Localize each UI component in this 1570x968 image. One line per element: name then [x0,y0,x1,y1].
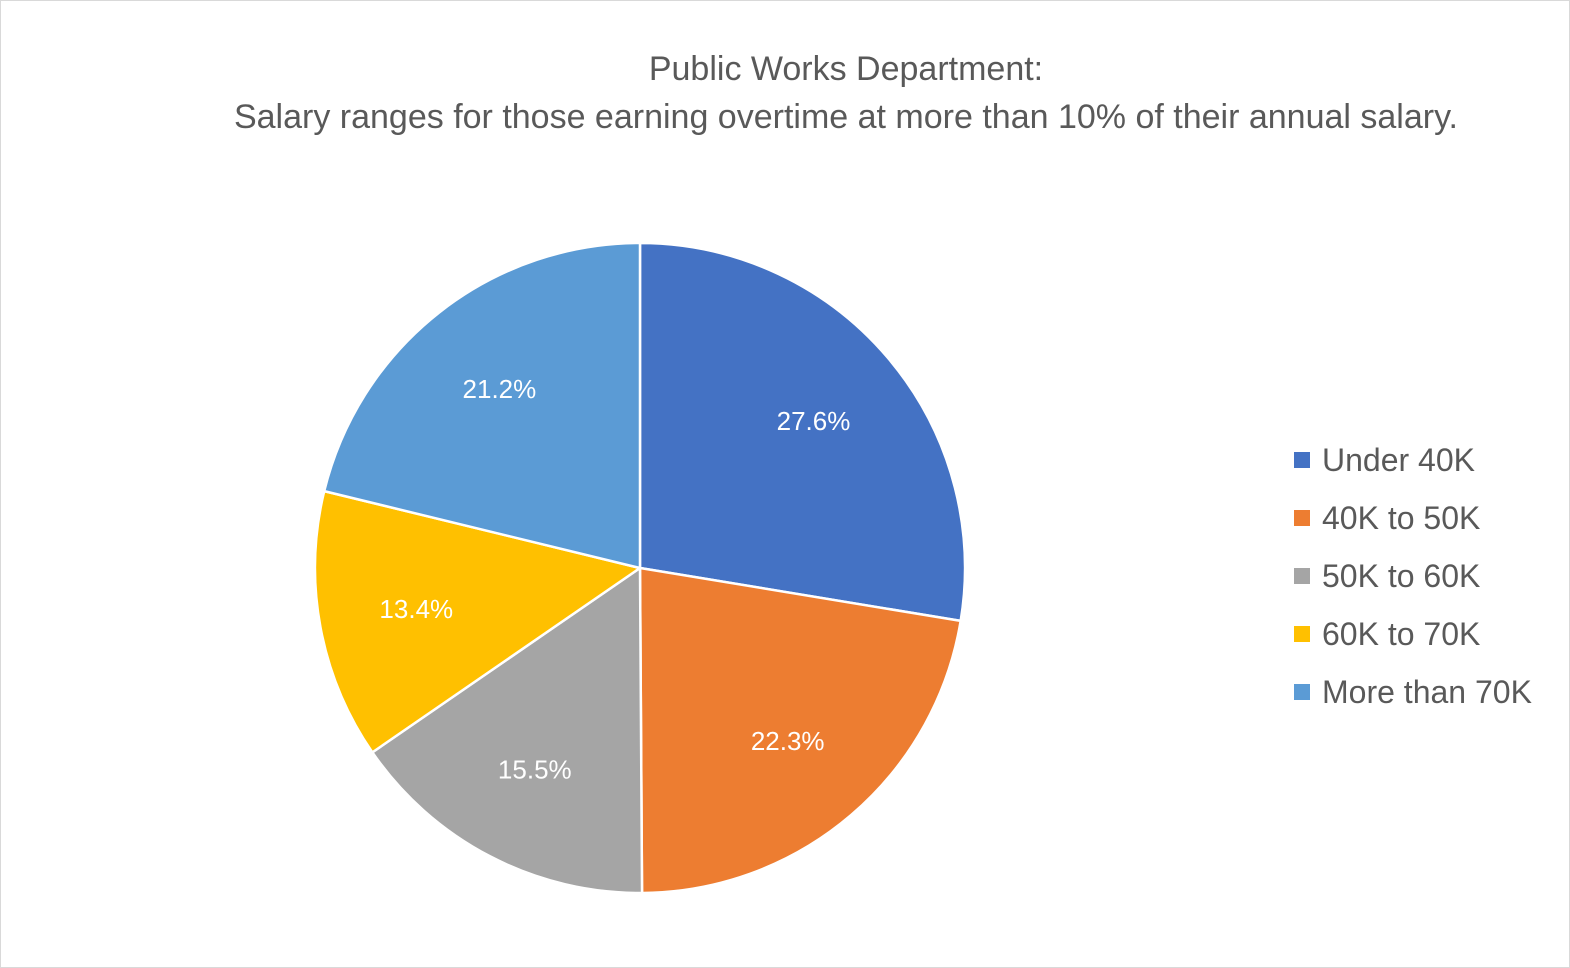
legend-swatch [1294,510,1310,526]
chart-legend: Under 40K 40K to 50K 50K to 60K 60K to 70K M… [1294,431,1532,721]
legend-label: 60K to 70K [1322,616,1481,652]
data-label-0: 27.6% [777,406,851,436]
data-label-1: 22.3% [751,726,825,756]
legend-label: More than 70K [1322,674,1532,710]
pie-data-labels: 27.6% 22.3% 15.5% 13.4% 21.2% [379,374,850,785]
data-label-3: 13.4% [379,594,453,624]
pie-slice-4 [322,241,642,570]
pie-slice-0 [638,241,967,623]
pie-slices [313,241,967,895]
legend-label: Under 40K [1322,442,1475,478]
chart-subtitle: Salary ranges for those earning overtime… [233,98,1459,136]
data-label-2: 15.5% [498,755,572,785]
legend-item-2: 50K to 60K [1294,547,1532,605]
legend-swatch [1294,568,1310,584]
data-label-4: 21.2% [463,374,537,404]
legend-label: 50K to 60K [1322,558,1481,594]
chart-title: Public Works Department: [648,50,1044,88]
legend-item-3: 60K to 70K [1294,605,1532,663]
legend-swatch [1294,684,1310,700]
legend-item-1: 40K to 50K [1294,489,1532,547]
legend-label: 40K to 50K [1322,500,1481,536]
legend-item-4: More than 70K [1294,663,1532,721]
legend-swatch [1294,452,1310,468]
legend-item-0: Under 40K [1294,431,1532,489]
pie-slice-3 [313,489,642,754]
pie-slice-1 [638,566,962,895]
legend-swatch [1294,626,1310,642]
pie-slice-2 [371,566,644,895]
